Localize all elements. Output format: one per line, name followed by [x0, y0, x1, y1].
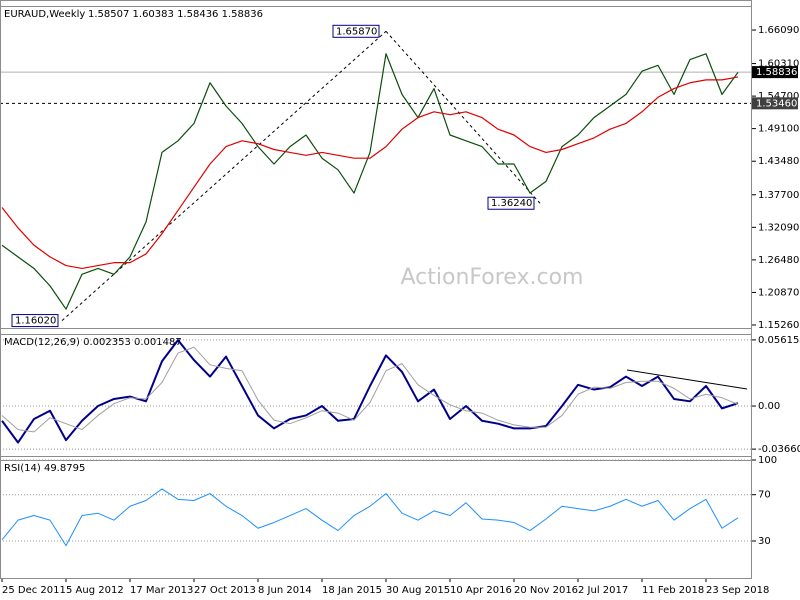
- x-tick-label: 17 Mar 2013: [130, 585, 193, 596]
- y-tick-label: 100: [758, 455, 777, 466]
- fib-line: [385, 30, 541, 204]
- outer-frame: [0, 0, 752, 579]
- series-line: [1, 346, 739, 433]
- x-tick-label: 2 Jul 2017: [578, 585, 628, 596]
- x-tick-label: 27 Oct 2013: [194, 585, 256, 596]
- y-tick-label: 1.32090: [758, 222, 799, 233]
- x-tick-label: 10 Apr 2016: [450, 585, 512, 596]
- y-tick-label: 1.54700: [758, 91, 799, 102]
- panel-subtitle: 1.58507 1.60383 1.58436 1.58836: [88, 9, 263, 20]
- panel-title: RSI(14) 49.8795: [4, 463, 85, 474]
- annotation-label: 1.16020: [15, 316, 56, 327]
- annotation-box: [11, 314, 59, 328]
- annotation-label: 1.65870: [336, 26, 377, 37]
- panel-title: EURAUD,Weekly: [4, 9, 85, 20]
- y-tick-label: 1.60310: [758, 59, 799, 70]
- y-tick-label: -0.036601: [758, 444, 800, 455]
- price-level-label: 1.53460: [756, 98, 797, 109]
- y-tick-label: 1.43480: [758, 156, 799, 167]
- price-level-box: [752, 66, 798, 79]
- y-tick-label: 0.056154: [758, 335, 800, 346]
- x-tick-label: 23 Sep 2018: [706, 585, 769, 596]
- x-tick-label: 5 Aug 2012: [66, 585, 124, 596]
- watermark: ActionForex.com: [401, 265, 584, 290]
- x-tick-label: 11 Feb 2018: [642, 585, 704, 596]
- x-tick-label: 20 Nov 2016: [514, 585, 578, 596]
- y-tick-label: 1.20870: [758, 287, 799, 298]
- y-tick-label: 1.49100: [758, 124, 799, 135]
- series-line: [1, 488, 739, 547]
- series-line: [1, 76, 739, 270]
- y-tick-label: 0.00: [758, 401, 780, 412]
- series-line: [1, 339, 739, 444]
- x-tick-label: 25 Dec 2011: [2, 585, 66, 596]
- annotation-label: 1.36240: [491, 198, 532, 209]
- price-level-box: [752, 97, 798, 110]
- y-tick-label: 1.66090: [758, 25, 799, 36]
- panel-title: MACD(12,26,9) 0.002353 0.001487: [4, 337, 182, 348]
- annotation-box: [487, 196, 535, 210]
- y-tick-label: 1.37700: [758, 190, 799, 201]
- annotation-box: [332, 24, 380, 38]
- y-tick-label: 70: [758, 490, 771, 501]
- x-tick-label: 18 Jan 2015: [322, 585, 382, 596]
- x-tick-label: 8 Jun 2014: [258, 585, 312, 596]
- y-tick-label: 30: [758, 536, 771, 547]
- trend-line: [626, 369, 748, 390]
- y-tick-label: 1.15260: [758, 320, 799, 331]
- price-level-label: 1.58836: [756, 67, 797, 78]
- y-tick-label: 1.26480: [758, 255, 799, 266]
- x-tick-label: 30 Aug 2015: [386, 585, 450, 596]
